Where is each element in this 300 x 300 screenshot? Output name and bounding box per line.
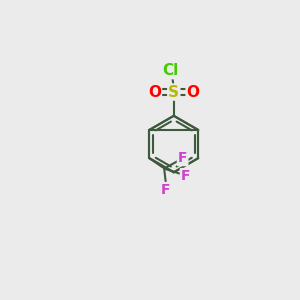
Text: O: O: [187, 85, 200, 100]
Text: S: S: [168, 85, 179, 100]
Text: F: F: [178, 151, 188, 165]
Text: O: O: [148, 85, 161, 100]
Text: F: F: [161, 183, 170, 197]
Text: F: F: [181, 169, 190, 183]
Text: Cl: Cl: [162, 63, 178, 78]
